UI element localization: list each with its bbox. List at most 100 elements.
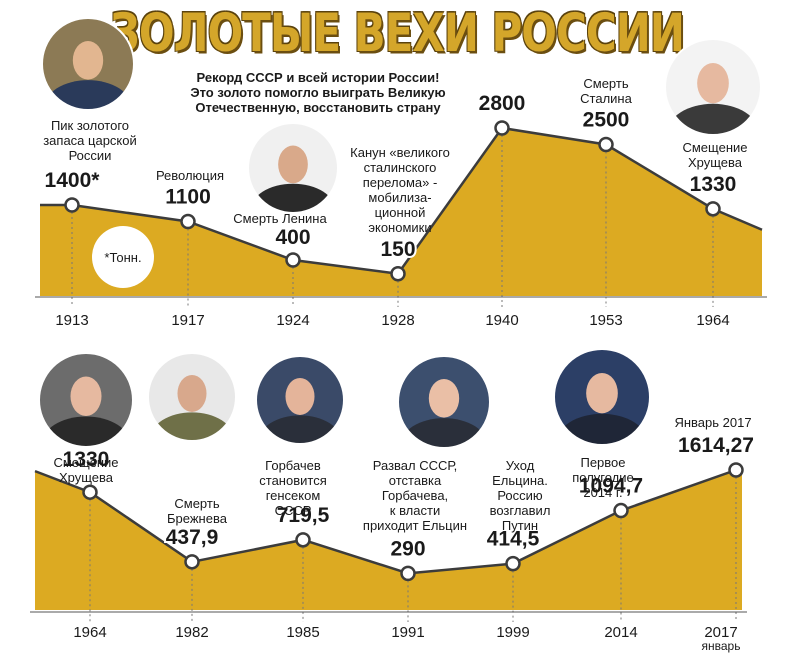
data-label: 400 <box>275 226 310 249</box>
annotation-text: Хрущева <box>688 155 743 170</box>
data-label: 1614,27 <box>678 434 754 457</box>
data-label: 1400* <box>45 169 101 192</box>
annotation-text: Пик золотого <box>51 118 129 133</box>
tick-label: 1985 <box>286 624 319 641</box>
tick-label: 1917 <box>171 312 204 329</box>
annotation-text: Развал СССР, <box>373 458 457 473</box>
portrait-shoulders <box>250 183 336 213</box>
annotation-text: перелома» - <box>363 175 438 190</box>
annotation-text: России <box>69 148 112 163</box>
portrait-body <box>665 39 761 135</box>
data-label: 290 <box>390 537 425 560</box>
data-label: 150 <box>380 238 415 261</box>
portrait-yeltsin-icon <box>397 355 491 449</box>
data-point <box>728 462 744 478</box>
tick-sublabel: январь <box>702 639 741 653</box>
data-label: 2800 <box>479 92 526 115</box>
portrait-body <box>148 353 236 441</box>
tick-label: 1991 <box>391 624 424 641</box>
portrait-face <box>70 376 102 416</box>
portrait-khrushchev-icon <box>38 352 134 448</box>
data-point <box>184 554 200 570</box>
data-label: 1100 <box>165 186 211 209</box>
annotation-text: Смещение <box>682 140 747 155</box>
portrait-body <box>39 353 133 447</box>
data-point <box>64 197 80 213</box>
portrait-shoulders <box>667 103 759 135</box>
tick-label: 1924 <box>276 312 309 329</box>
annotation-text: Хрущева <box>59 470 114 485</box>
data-point <box>180 213 196 230</box>
data-point <box>285 252 301 268</box>
portrait-body <box>554 349 650 445</box>
tick-label: 2017 <box>704 624 737 641</box>
portrait-lenin-icon <box>247 122 339 214</box>
annotation-text: мобилиза- <box>368 190 431 205</box>
data-label: 719,5 <box>277 504 330 527</box>
portrait-frame <box>664 38 762 136</box>
data-point <box>598 136 614 153</box>
portrait-frame <box>247 122 339 214</box>
data-label: 414,5 <box>487 528 540 551</box>
annotation-text: Брежнева <box>167 511 228 526</box>
portrait-body <box>398 356 490 448</box>
portrait-gorbachev-icon <box>255 355 345 445</box>
portrait-shoulders <box>150 412 234 441</box>
annotation-text: отставка <box>389 473 442 488</box>
portrait-shoulders <box>258 415 342 444</box>
data-point <box>295 532 311 548</box>
portrait-face <box>586 373 618 414</box>
annotation-text: Первое <box>580 455 625 470</box>
annotation-text: Путин <box>502 518 538 533</box>
annotation-text: приходит Ельцин <box>363 518 467 533</box>
portrait-putin-icon <box>553 348 651 446</box>
data-point <box>613 502 629 519</box>
portrait-shoulders <box>44 80 132 110</box>
annotation-text: Смерть <box>583 76 628 91</box>
data-label: 1094,7 <box>579 475 643 498</box>
data-point <box>82 484 98 500</box>
annotation-text: становится <box>259 473 326 488</box>
data-point <box>705 201 721 217</box>
portrait-body <box>248 123 338 213</box>
annotation-text: к власти <box>390 503 440 518</box>
portrait-frame <box>397 355 491 449</box>
tick-label: 2014 <box>604 624 637 641</box>
data-label: 1330 <box>690 173 737 196</box>
data-point <box>400 565 416 582</box>
annotation-text: Рекорд СССР и всей истории России! <box>197 70 440 85</box>
data-label: 2500 <box>583 109 630 132</box>
annotation-text: Россию <box>497 488 543 503</box>
annotation-text: Январь 2017 <box>674 415 751 430</box>
portrait-frame <box>41 17 135 111</box>
data-point <box>390 266 406 282</box>
data-label: 437,9 <box>166 526 219 549</box>
annotation-text: возглавил <box>490 503 551 518</box>
annotation-text: Уход <box>506 458 535 473</box>
portrait-face <box>278 145 308 184</box>
portrait-nicholas-ii-icon <box>41 17 135 111</box>
tick-label: 1913 <box>55 312 88 329</box>
annotation-text: запаса царской <box>43 133 137 148</box>
annotation-text: Ельцина. <box>492 473 548 488</box>
tick-label: 1928 <box>381 312 414 329</box>
annotation-text: полугодие <box>572 470 634 485</box>
area-fill <box>35 470 742 610</box>
portrait-face <box>428 379 460 418</box>
portrait-frame <box>553 348 651 446</box>
portrait-face <box>697 63 729 104</box>
overlay-layer: *Тонн. <box>92 226 154 288</box>
page-title: ЗОЛОТЫЕ ВЕХИ РОССИИ <box>110 2 685 64</box>
tick-label: 1982 <box>175 624 208 641</box>
portrait-shoulders <box>400 418 488 448</box>
portrait-frame <box>38 352 134 448</box>
area-fill <box>40 128 762 296</box>
annotation-text: экономики <box>368 220 431 235</box>
portrait-face <box>177 375 207 412</box>
annotation-text: сталинского <box>364 160 437 175</box>
annotation-text: Канун «великого <box>350 145 450 160</box>
data-point <box>494 120 510 136</box>
portrait-body <box>256 356 344 444</box>
tick-label: 1953 <box>589 312 622 329</box>
